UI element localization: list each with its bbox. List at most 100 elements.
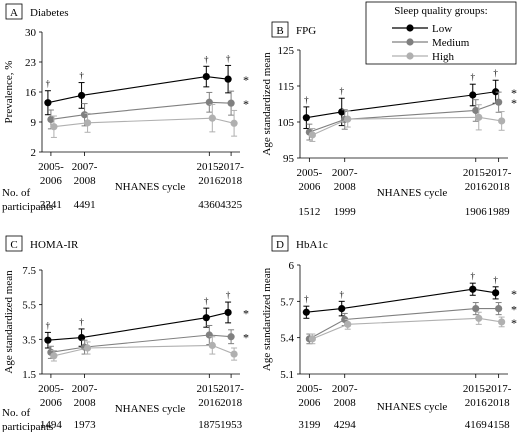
x-tick-label: 2015-2016 (463, 167, 489, 193)
participant-count: 3199 (298, 419, 321, 431)
panel-title: HOMA-IR (30, 239, 79, 251)
panel-diabetes: A Diabetes 2 9 16 23 30 Prevalence, % 2005-2006 2… (2, 3, 249, 213)
data-point (202, 314, 210, 322)
significance-asterisk: * (511, 303, 517, 317)
y-tick-label: 105 (278, 117, 295, 129)
data-point (344, 320, 352, 328)
x-axis-title: NHANES cycle (377, 187, 448, 199)
y-axis-label: Prevalence, % (3, 61, 15, 124)
y-tick-label: 7.5 (22, 265, 36, 277)
y-tick-label: 5.7 (280, 296, 294, 308)
x-tick-label: 2005-2006 (297, 167, 323, 193)
x-axis-title: NHANES cycle (115, 181, 186, 193)
panel-letter-box (5, 235, 23, 252)
data-point (498, 318, 506, 326)
participant-count: 4169 (465, 419, 488, 431)
participant-count: 1906 (465, 206, 488, 218)
y-tick-label: 125 (278, 45, 295, 57)
panel-letter: B (276, 25, 283, 37)
series-low: * (302, 282, 517, 319)
legend-label-medium: Medium (432, 37, 470, 49)
dagger-marker: † (339, 289, 344, 299)
data-point (469, 91, 477, 99)
participant-count: 4158 (488, 419, 511, 431)
series-line (309, 101, 499, 133)
panel-letter-box (271, 21, 289, 38)
panel-letter: A (10, 7, 18, 19)
panel-letter-box (271, 235, 289, 252)
series-medium: * (47, 90, 249, 130)
dagger-marker: † (493, 275, 498, 285)
participant-count: 4325 (220, 199, 243, 211)
x-tick-label: 2015-2016 (196, 383, 222, 409)
data-point (469, 285, 477, 293)
legend-title: Sleep quality groups: (394, 5, 488, 17)
dagger-marker: † (339, 86, 344, 96)
x-tick-label: 2017-2018 (486, 383, 512, 409)
series-low: * (302, 79, 517, 129)
legend-label-low: Low (432, 23, 452, 35)
participant-count: 1494 (40, 419, 63, 431)
participant-count: 3341 (40, 199, 62, 211)
dagger-marker: † (204, 296, 209, 306)
series-line (312, 116, 502, 136)
x-tick-label: 2007-2008 (332, 167, 358, 193)
significance-asterisk: * (511, 96, 517, 110)
data-point (302, 308, 310, 316)
series-high (50, 103, 238, 138)
data-point (227, 99, 235, 107)
series-line (53, 344, 235, 357)
significance-asterisk: * (243, 97, 249, 111)
x-axis-title: NHANES cycle (377, 401, 448, 413)
participants-label: No. of participants (2, 187, 53, 213)
series-line (53, 117, 235, 128)
legend-marker-medium (406, 38, 414, 46)
legend-label-high: High (432, 51, 455, 63)
data-point (208, 114, 216, 122)
significance-asterisk: * (243, 331, 249, 345)
dagger-marker: † (79, 71, 84, 81)
data-point (83, 344, 92, 352)
participant-count: 1973 (74, 419, 97, 431)
data-point (475, 314, 483, 322)
x-axis-title: NHANES cycle (115, 403, 186, 415)
dagger-marker: † (46, 79, 51, 89)
x-tick-label: 2007-2008 (72, 161, 98, 187)
y-axis-label: Age standardized mean (261, 267, 273, 371)
series-line (312, 317, 502, 340)
data-point (50, 123, 58, 131)
data-point (492, 289, 500, 297)
data-point (80, 111, 89, 119)
series-medium: * (47, 324, 249, 359)
x-tick-label: 2015-2016 (463, 383, 489, 409)
x-tick-label: 2017-2018 (218, 383, 244, 409)
series-high (308, 104, 506, 142)
series-high: * (308, 311, 517, 345)
significance-asterisk: * (243, 73, 249, 87)
x-tick-label: 2005-2006 (297, 383, 323, 409)
data-point (208, 341, 216, 349)
x-tick-label: 2005-2006 (38, 161, 64, 187)
series-line (50, 101, 232, 120)
series-low: * (44, 301, 249, 349)
data-point (344, 115, 352, 123)
legend-items: Low Medium High (392, 23, 470, 63)
panel-letter-box (5, 3, 23, 20)
y-tick-label: 6 (289, 260, 295, 272)
participant-count: 1989 (488, 206, 511, 218)
dagger-marker: † (304, 95, 309, 105)
panel-title: Diabetes (30, 7, 68, 19)
series-low: * (44, 64, 249, 116)
y-tick-label: 5.5 (22, 300, 36, 312)
legend-box (365, 1, 517, 65)
participant-count: 4294 (334, 419, 357, 431)
panels: A Diabetes 2 9 16 23 30 Prevalence, % 2005-2006 2… (2, 3, 517, 432)
significance-asterisk: * (511, 316, 517, 330)
significance-asterisk: * (243, 306, 249, 320)
data-point (302, 114, 310, 122)
participants-label: No. of participants (2, 407, 53, 432)
series-line (309, 308, 499, 340)
significance-asterisk: * (511, 287, 517, 301)
data-point (202, 72, 210, 81)
panel-title: HbA1c (296, 239, 328, 251)
